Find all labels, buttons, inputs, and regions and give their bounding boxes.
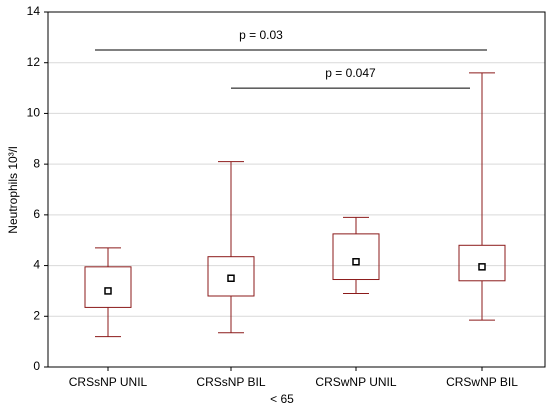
x-tick-label: CRSsNP UNIL: [69, 375, 148, 389]
box: [458, 244, 506, 282]
y-tick-label: 8: [33, 156, 40, 170]
x-tick-label: CRSsNP BIL: [196, 375, 265, 389]
center-marker: [104, 287, 112, 295]
box: [84, 266, 132, 308]
y-tick-label: 12: [27, 55, 41, 69]
y-tick-label: 10: [27, 106, 41, 120]
box: [207, 256, 255, 297]
center-marker: [352, 258, 360, 266]
y-tick-label: 14: [27, 4, 41, 18]
x-tick-label: CRSwNP UNIL: [315, 375, 396, 389]
x-axis-label: < 65: [270, 392, 294, 406]
x-tick-label: CRSwNP BIL: [446, 375, 518, 389]
significance-label: p = 0.047: [325, 66, 376, 80]
box: [332, 233, 380, 281]
y-tick-label: 4: [33, 258, 40, 272]
y-tick-label: 6: [33, 207, 40, 221]
y-tick-label: 0: [33, 359, 40, 373]
y-tick-label: 2: [33, 308, 40, 322]
center-marker: [227, 274, 235, 282]
significance-label: p = 0.03: [239, 28, 283, 42]
plot-frame: [47, 11, 546, 368]
center-marker: [478, 263, 486, 271]
y-axis-label: Neutrophils 10³/l: [6, 146, 20, 233]
